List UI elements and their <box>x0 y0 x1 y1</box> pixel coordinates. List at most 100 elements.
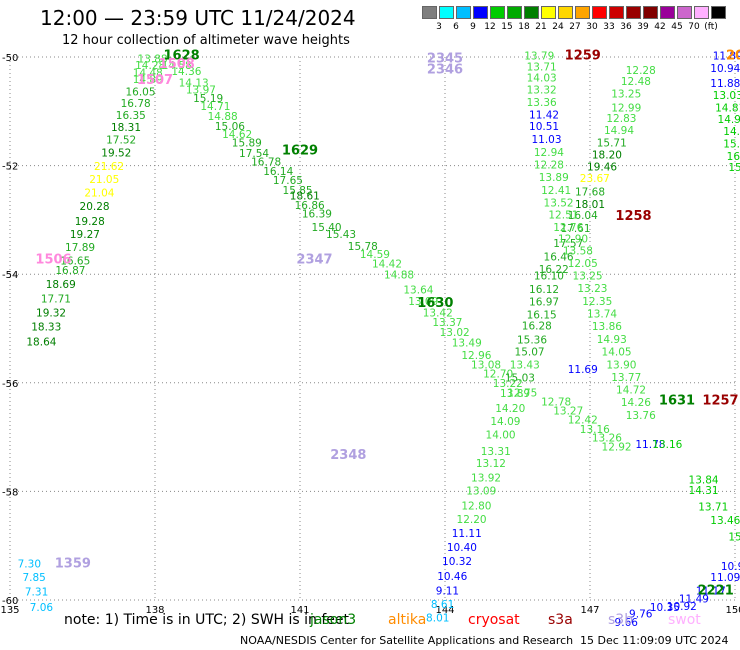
data-point-label: 14.72 <box>616 385 646 397</box>
data-point-label: 16.39 <box>302 209 332 221</box>
data-point-label: 13.09 <box>466 486 496 498</box>
data-point-label: 14.9 <box>723 126 740 138</box>
color-scale-label: 39 <box>637 22 649 32</box>
color-scale-label: 21 <box>535 22 547 32</box>
color-scale-label: 18 <box>518 22 530 32</box>
data-point-label: 10.92 <box>667 601 697 613</box>
pass-id-annotation: 1258 <box>615 209 651 224</box>
y-tick-label: -52 <box>2 162 18 173</box>
data-point-label: 19.52 <box>101 147 131 159</box>
data-point-label: 10.46 <box>437 571 467 583</box>
data-point-label: 13.31 <box>481 446 511 458</box>
data-point-label: 12.76 <box>553 222 583 234</box>
data-point-label: 18.64 <box>26 336 56 348</box>
data-point-label: 16.10 <box>534 271 564 283</box>
data-point-label: 13.12 <box>476 458 506 470</box>
data-point-label: 10.51 <box>529 121 559 133</box>
color-swatch <box>439 6 454 19</box>
color-swatch <box>677 6 692 19</box>
color-scale-label: 70 <box>688 22 700 32</box>
data-point-label: 12.51 <box>548 209 578 221</box>
data-point-label: 12.41 <box>541 185 571 197</box>
data-point-label: 14.00 <box>486 430 516 442</box>
data-point-label: 12.90 <box>558 234 588 246</box>
footer-org: NOAA/NESDIS Center for Satellite Applica… <box>240 634 574 647</box>
data-point-label: 14.59 <box>360 249 390 261</box>
data-point-label: 16.97 <box>529 297 559 309</box>
data-point-label: 12.99 <box>611 102 641 114</box>
data-point-label: 10.40 <box>447 542 477 554</box>
x-tick-label: 135 <box>0 605 19 616</box>
data-point-label: 13.86 <box>592 321 622 333</box>
data-point-label: 12.28 <box>534 159 564 171</box>
data-point-label: 13.84 <box>689 474 719 486</box>
data-point-label: 12.28 <box>626 65 656 77</box>
y-tick-label: -60 <box>2 596 18 607</box>
data-point-label: 10.35 <box>650 602 680 614</box>
data-point-label: 16.28 <box>522 321 552 333</box>
pass-id-annotation: 20 <box>726 49 740 64</box>
data-point-label: 12.94 <box>534 147 564 159</box>
data-point-label: 17.54 <box>239 148 269 160</box>
pass-id-annotation: 1359 <box>55 556 91 571</box>
data-point-label: 16.12 <box>529 284 559 296</box>
x-tick-label: 150 <box>725 605 740 616</box>
data-point-label: 16.35 <box>116 110 146 122</box>
data-point-label: 14.93 <box>597 334 627 346</box>
data-point-label: 11.49 <box>679 594 709 606</box>
pass-id-annotation: 1629 <box>282 144 318 159</box>
legend-altika: altika <box>388 612 427 628</box>
data-point-label: 10.9 <box>721 561 740 573</box>
color-swatch <box>660 6 675 19</box>
data-point-label: 18.69 <box>46 279 76 291</box>
data-point-label: 13.97 <box>186 84 216 96</box>
pass-id-annotation: 2348 <box>330 448 366 463</box>
data-point-label: 15.19 <box>193 93 223 105</box>
data-point-label: 13.43 <box>510 360 540 372</box>
data-point-label: 17.68 <box>575 186 605 198</box>
legend-cryosat: cryosat <box>468 612 520 628</box>
color-swatch <box>643 6 658 19</box>
y-tick-label: -56 <box>2 379 18 390</box>
pass-id-annotation: 1507 <box>137 73 173 88</box>
color-swatch <box>422 6 437 19</box>
color-scale-label: 30 <box>586 22 598 32</box>
y-tick-label: -54 <box>2 270 18 281</box>
color-scale-label: 24 <box>552 22 564 32</box>
data-point-label: 13.37 <box>432 317 462 329</box>
data-point-label: 14.20 <box>495 403 525 415</box>
data-point-label: 14.94 <box>604 125 634 137</box>
data-point-label: 12.92 <box>602 442 632 454</box>
data-point-label: 13.64 <box>403 285 433 297</box>
data-point-label: 20.28 <box>80 201 110 213</box>
color-swatch <box>711 6 726 19</box>
data-point-label: 14.13 <box>179 77 209 89</box>
data-point-label: 14.36 <box>171 66 201 78</box>
data-point-label: 11.17 <box>696 586 726 598</box>
data-point-label: 13.76 <box>626 410 656 422</box>
data-point-label: 11.78 <box>635 439 665 451</box>
color-scale-label: 15 <box>501 22 513 32</box>
data-point-label: 16.14 <box>263 166 293 178</box>
data-point-label: 17.71 <box>41 293 71 305</box>
data-point-label: 7.85 <box>22 572 45 584</box>
data-point-label: 12.78 <box>541 397 571 409</box>
pass-id-annotation: 1631 <box>659 394 695 409</box>
data-point-label: 12.42 <box>568 415 598 427</box>
pass-id-annotation: 1259 <box>565 49 601 64</box>
x-tick-label: 147 <box>580 605 599 616</box>
data-point-label: 16.65 <box>60 255 90 267</box>
footnote: note: 1) Time is in UTC; 2) SWH is in fe… <box>64 612 350 628</box>
data-point-label: 13.26 <box>592 432 622 444</box>
data-point-label: 13.27 <box>553 405 583 417</box>
data-point-label: 8.61 <box>431 599 454 611</box>
data-point-label: 8.01 <box>426 613 449 625</box>
pass-id-annotation: 1506 <box>35 252 71 267</box>
color-scale-label: 12 <box>484 22 496 32</box>
color-scale-label: 3 <box>436 22 442 32</box>
data-point-label: 7.30 <box>18 558 41 570</box>
data-point-label: 10.32 <box>442 556 472 568</box>
data-point-label: 12.70 <box>483 368 513 380</box>
y-tick-label: -58 <box>2 487 18 498</box>
